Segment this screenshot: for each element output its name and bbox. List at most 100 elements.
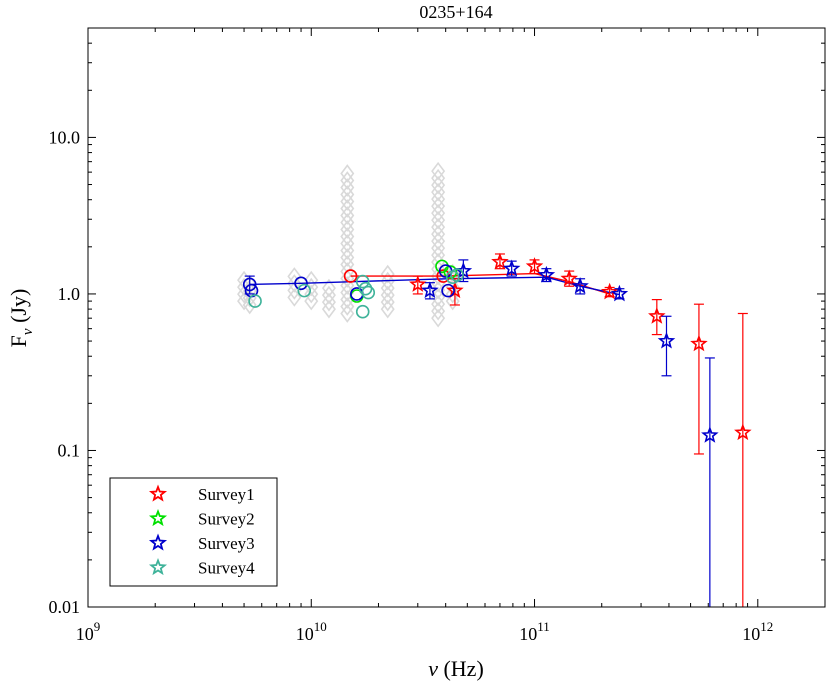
archival-column xyxy=(340,164,355,323)
circle-marker xyxy=(355,304,370,319)
star-marker xyxy=(446,281,464,299)
archival-point xyxy=(380,271,395,291)
series-markers-layer xyxy=(242,252,752,607)
archival-point xyxy=(321,285,336,305)
y-tick-label: 0.01 xyxy=(49,597,81,617)
circle-marker xyxy=(361,285,376,300)
archival-point xyxy=(340,199,355,218)
star-marker xyxy=(600,282,619,300)
star-marker xyxy=(502,259,521,277)
archival-point xyxy=(321,292,336,312)
archival-point xyxy=(431,175,446,195)
archival-point xyxy=(340,206,355,225)
legend-marker-survey1 xyxy=(148,484,168,502)
y-axis-label: Fν (Jy) xyxy=(6,289,36,348)
archival-point xyxy=(431,231,446,251)
archival-point xyxy=(340,192,355,211)
archival-point xyxy=(340,178,355,197)
archival-point xyxy=(431,266,446,286)
archival-point xyxy=(340,241,355,260)
archival-point xyxy=(431,301,446,321)
legend-marker-survey3 xyxy=(148,533,168,551)
archival-point xyxy=(340,297,355,316)
archival-point xyxy=(431,210,446,230)
legend-label-survey4: Survey4 xyxy=(198,559,255,578)
archival-point xyxy=(431,182,446,202)
legend-marker-survey2 xyxy=(148,508,168,527)
archival-point xyxy=(431,168,446,188)
archival-point xyxy=(431,238,446,258)
archival-point xyxy=(340,304,355,323)
archival-point xyxy=(304,284,319,304)
archival-point xyxy=(431,308,446,328)
star-marker xyxy=(571,277,589,294)
archival-point xyxy=(431,161,446,181)
circle-marker xyxy=(343,269,358,283)
circle-marker xyxy=(297,283,312,298)
archival-point xyxy=(304,291,319,311)
circle-marker xyxy=(441,283,455,298)
legend-label-survey2: Survey2 xyxy=(198,510,255,529)
archival-point xyxy=(340,255,355,274)
archival-point xyxy=(340,164,355,183)
archival-point xyxy=(340,227,355,246)
archival-point xyxy=(380,299,395,319)
circle-marker xyxy=(248,294,262,308)
archival-column xyxy=(431,161,446,328)
legend-marker-survey4 xyxy=(148,557,168,576)
archival-point xyxy=(431,273,446,293)
y-tick-label: 10.0 xyxy=(49,127,81,147)
archival-point xyxy=(340,234,355,253)
x-tick-label: 1012 xyxy=(742,619,773,644)
archival-point xyxy=(242,295,257,315)
star-marker xyxy=(701,426,719,443)
archival-point xyxy=(380,292,395,312)
archival-point xyxy=(431,245,446,265)
archival-point xyxy=(340,220,355,239)
archival-point xyxy=(431,189,446,209)
plot-frame xyxy=(87,27,826,608)
star-marker xyxy=(610,284,629,302)
star-marker xyxy=(409,275,427,292)
archival-point xyxy=(431,224,446,244)
archival-point xyxy=(431,217,446,237)
circle-marker xyxy=(358,281,373,296)
x-tick-label: 1011 xyxy=(519,619,550,644)
archival-point xyxy=(321,278,336,298)
y-tick-label: 0.1 xyxy=(58,440,81,460)
circle-marker xyxy=(355,274,370,289)
archival-point xyxy=(380,264,395,284)
legend-label-survey1: Survey1 xyxy=(198,485,255,504)
archival-point xyxy=(380,278,395,298)
series-survey1 xyxy=(343,252,752,607)
star-marker xyxy=(560,269,578,287)
circle-marker xyxy=(294,276,308,291)
star-marker xyxy=(657,331,676,349)
circle-marker xyxy=(450,268,464,282)
archival-point xyxy=(340,171,355,190)
star-marker xyxy=(690,334,708,352)
archival-point xyxy=(287,288,302,307)
star-marker xyxy=(648,307,666,324)
star-marker xyxy=(525,257,544,274)
circle-marker xyxy=(242,277,257,292)
archival-point xyxy=(445,284,460,304)
legend-box xyxy=(109,477,278,587)
x-tick-label: 109 xyxy=(76,619,101,644)
archival-point xyxy=(445,291,460,311)
axis-ticks: 109 1010 1011 1012 0.01 0.1 1.0 10.0 xyxy=(49,27,826,644)
star-marker xyxy=(421,281,439,299)
x-tick-label: 1010 xyxy=(296,619,327,644)
x-axis-label: ν (Hz) xyxy=(428,656,484,681)
star-marker xyxy=(734,423,752,441)
archival-point xyxy=(431,294,446,314)
archival-point xyxy=(380,285,395,305)
archival-point xyxy=(321,299,336,319)
archival-point xyxy=(287,274,302,293)
legend-label-survey3: Survey3 xyxy=(198,534,255,553)
legend: Survey1 Survey2 Survey3 Survey4 xyxy=(109,477,278,587)
archival-point xyxy=(340,262,355,281)
archival-point xyxy=(340,185,355,204)
star-marker xyxy=(491,252,509,270)
